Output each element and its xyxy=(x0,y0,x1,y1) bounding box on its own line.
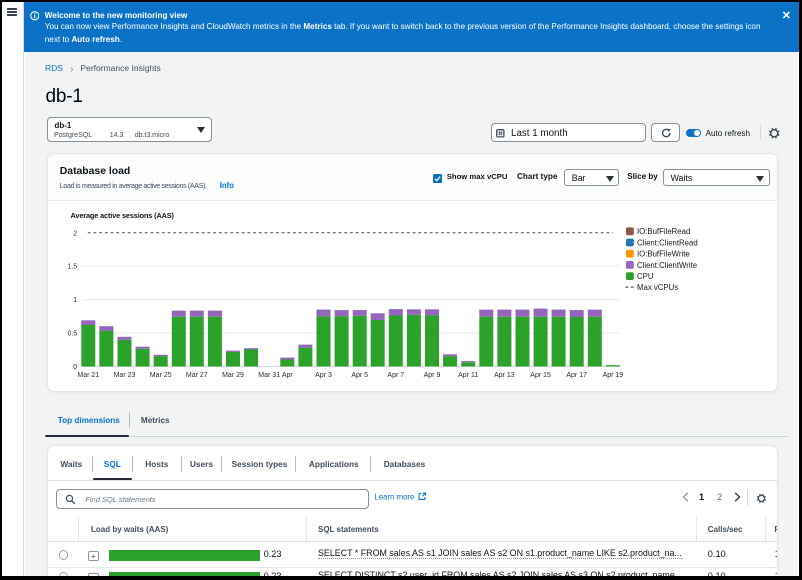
svg-text:Apr 3: Apr 3 xyxy=(315,372,332,379)
svg-text:Apr: Apr xyxy=(282,372,294,379)
svg-text:Client:ClientWrite: Client:ClientWrite xyxy=(637,260,697,269)
svg-text:Apr 9: Apr 9 xyxy=(424,372,441,379)
svg-text:Apr 19: Apr 19 xyxy=(603,372,624,379)
svg-text:IO:BufFileRead: IO:BufFileRead xyxy=(637,227,690,236)
svg-text:Apr 17: Apr 17 xyxy=(566,372,587,379)
svg-text:Mar 29: Mar 29 xyxy=(222,372,244,379)
svg-text:Apr 5: Apr 5 xyxy=(351,372,368,379)
svg-text:CPU: CPU xyxy=(637,272,654,281)
svg-text:Mar 23: Mar 23 xyxy=(114,372,136,379)
svg-text:Apr 15: Apr 15 xyxy=(530,372,551,379)
svg-text:Mar 27: Mar 27 xyxy=(186,372,208,379)
svg-text:2: 2 xyxy=(73,230,77,237)
svg-text:IO:BufFileWrite: IO:BufFileWrite xyxy=(637,249,690,258)
svg-text:Client:ClientRead: Client:ClientRead xyxy=(637,238,698,247)
svg-text:Average active sessions (AAS): Average active sessions (AAS) xyxy=(71,211,175,220)
svg-text:1: 1 xyxy=(73,297,77,304)
svg-text:Mar 21: Mar 21 xyxy=(77,372,99,379)
svg-text:Mar 25: Mar 25 xyxy=(150,372,172,379)
svg-text:Mar 31: Mar 31 xyxy=(258,372,280,379)
svg-text:Apr 11: Apr 11 xyxy=(458,372,478,379)
svg-text:0: 0 xyxy=(73,364,77,371)
svg-text:Max vCPUs: Max vCPUs xyxy=(637,283,678,292)
svg-text:Apr 13: Apr 13 xyxy=(494,372,515,379)
svg-text:0.5: 0.5 xyxy=(67,330,77,337)
svg-text:1.5: 1.5 xyxy=(67,263,77,270)
svg-text:Apr 7: Apr 7 xyxy=(387,372,404,379)
